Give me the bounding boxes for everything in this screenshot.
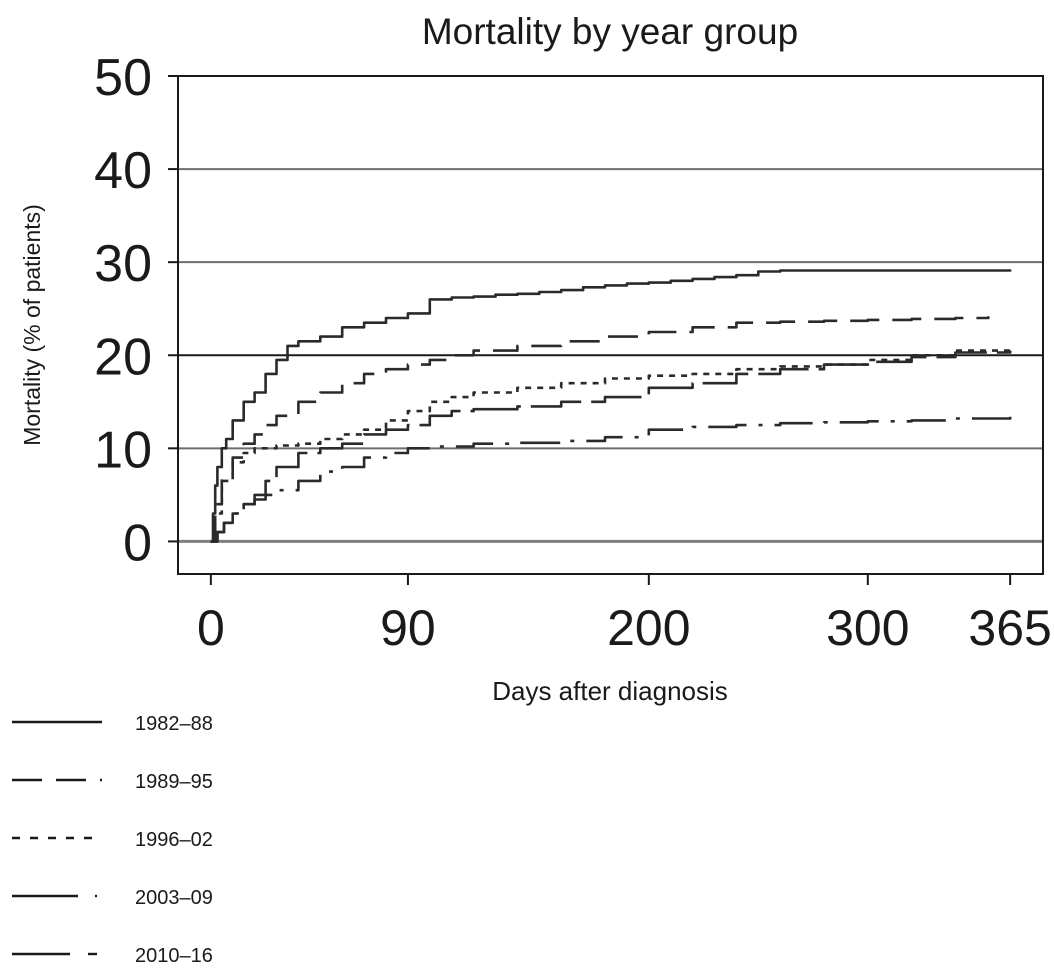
y-tick-label: 20 xyxy=(94,328,152,386)
legend: 1982–88 1989–95 1996–02 2003–09 2010–16 xyxy=(12,713,213,967)
legend-label-1: 1982–88 xyxy=(135,713,213,735)
series-line-1 xyxy=(210,269,1012,543)
legend-label-4: 2003–09 xyxy=(135,887,213,909)
x-tick-label: 90 xyxy=(380,600,436,656)
chart-title: Mortality by year group xyxy=(422,11,798,52)
series-line-3 xyxy=(210,347,1012,543)
x-tick-label: 365 xyxy=(968,600,1051,656)
x-axis: 0 90 200 300 365 xyxy=(197,574,1052,656)
legend-label-5: 2010–16 xyxy=(135,945,213,967)
y-axis-label: Mortality (% of patients) xyxy=(19,204,45,446)
legend-label-2: 1989–95 xyxy=(135,771,213,793)
y-tick-label: 0 xyxy=(123,514,152,572)
x-tick-label: 300 xyxy=(826,600,909,656)
y-tick-label: 30 xyxy=(94,235,152,293)
y-axis: 0 10 20 30 40 50 xyxy=(94,49,178,572)
legend-label-3: 1996–02 xyxy=(135,829,213,851)
x-tick-label: 200 xyxy=(607,600,690,656)
data-series xyxy=(210,269,1012,543)
series-line-5 xyxy=(210,415,1012,543)
x-axis-label: Days after diagnosis xyxy=(492,676,728,706)
plot-frame xyxy=(177,75,1044,575)
series-line-2 xyxy=(210,316,990,543)
y-tick-label: 40 xyxy=(94,142,152,200)
series-line-4 xyxy=(210,350,1012,543)
y-tick-label: 10 xyxy=(94,421,152,479)
x-tick-label: 0 xyxy=(197,600,225,656)
y-tick-label: 50 xyxy=(94,49,152,107)
